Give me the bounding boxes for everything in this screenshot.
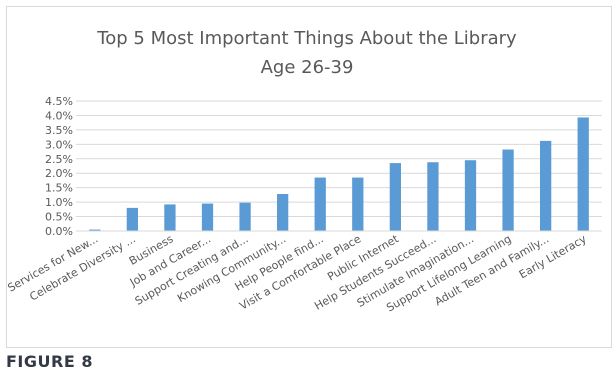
bar (126, 207, 138, 231)
y-tick-label: 2.5% (45, 153, 73, 166)
chart-title-block: Top 5 Most Important Things About the Li… (0, 24, 613, 82)
bar (201, 203, 214, 231)
bar (314, 177, 326, 231)
bar (502, 149, 514, 231)
chart-title: Top 5 Most Important Things About the Li… (97, 28, 517, 49)
y-tick-label: 1.5% (45, 182, 73, 195)
y-tick-label: 1.0% (45, 196, 73, 209)
bar (427, 162, 439, 231)
bar (239, 202, 251, 231)
y-tick-label: 4.0% (45, 109, 73, 122)
bar (277, 194, 289, 231)
y-tick-label: 2.0% (45, 167, 73, 180)
bar (164, 204, 176, 231)
figure-caption: FIGURE 8 (6, 352, 93, 371)
bar-chart: 0.0%0.5% 1.0%1.5% 2.0%2.5% 3.0%3.5% 4.0%4.5%… (5, 95, 602, 314)
chart-subtitle: Age 26-39 (260, 57, 354, 78)
y-tick-label: 0.0% (45, 225, 73, 238)
bar (577, 117, 589, 231)
bar (389, 163, 401, 231)
y-tick-label: 3.0% (45, 138, 73, 151)
bar (352, 177, 364, 231)
y-tick-label: 4.5% (45, 95, 73, 108)
bar (464, 160, 477, 231)
bar (540, 140, 552, 231)
y-tick-label: 3.5% (45, 124, 73, 137)
bar (89, 229, 101, 231)
y-tick-label: 0.5% (45, 211, 73, 224)
